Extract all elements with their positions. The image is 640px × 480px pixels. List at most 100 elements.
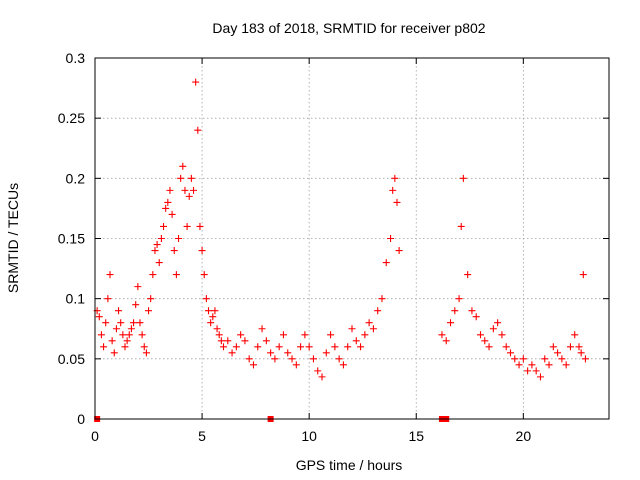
data-point <box>207 319 215 327</box>
data-point <box>575 343 583 351</box>
data-point <box>237 331 245 339</box>
x-tick-label: 15 <box>408 428 424 444</box>
data-point <box>374 307 382 315</box>
data-point <box>153 241 161 249</box>
data-point <box>279 331 287 339</box>
data-point <box>506 349 514 357</box>
data-point <box>571 331 579 339</box>
data-point <box>130 319 138 327</box>
data-point <box>395 247 403 255</box>
data-point <box>160 222 168 230</box>
data-point <box>241 337 249 345</box>
data-point <box>142 349 150 357</box>
y-axis-label: SRMTID / TECUs <box>5 183 21 293</box>
data-point <box>183 222 191 230</box>
data-point <box>369 325 377 333</box>
data-point <box>455 295 463 303</box>
x-tick-label: 5 <box>198 428 206 444</box>
x-axis-tick-labels: 0 5 10 15 20 <box>91 428 531 444</box>
data-point <box>110 349 118 357</box>
data-point <box>344 343 352 351</box>
y-tick-label: 0.05 <box>58 351 85 367</box>
data-point <box>177 174 185 182</box>
data-point <box>121 343 129 351</box>
data-point <box>519 355 527 363</box>
data-point <box>200 271 208 279</box>
data-point <box>172 271 180 279</box>
data-point <box>136 319 144 327</box>
data-point <box>134 283 142 291</box>
data-point <box>451 307 459 315</box>
data-point <box>318 373 326 381</box>
data-point <box>327 331 335 339</box>
data-point <box>125 331 133 339</box>
data-point <box>138 331 146 339</box>
data-point <box>314 367 322 375</box>
data-point <box>562 361 570 369</box>
data-point <box>352 337 360 345</box>
data-point <box>170 247 178 255</box>
data-point <box>202 295 210 303</box>
data-point <box>187 174 195 182</box>
data-point <box>215 331 223 339</box>
data-point <box>292 361 300 369</box>
data-point <box>288 355 296 363</box>
data-point <box>301 331 309 339</box>
y-tick-label: 0 <box>77 411 85 427</box>
data-point <box>106 271 114 279</box>
data-point <box>95 313 103 321</box>
data-point <box>104 295 112 303</box>
data-point <box>211 307 219 315</box>
data-point <box>498 331 506 339</box>
data-point <box>149 271 157 279</box>
data-point <box>168 210 176 218</box>
data-point <box>97 331 105 339</box>
data-point <box>119 331 127 339</box>
data-point <box>194 126 202 134</box>
data-point <box>164 198 172 206</box>
data-point <box>258 325 266 333</box>
data-point <box>305 343 313 351</box>
data-point <box>297 343 305 351</box>
data-point <box>181 186 189 194</box>
data-point <box>228 349 236 357</box>
data-point <box>464 271 472 279</box>
data-point <box>382 259 390 267</box>
data-point <box>393 198 401 206</box>
data-point <box>262 337 270 345</box>
x-tick-label: 0 <box>91 428 99 444</box>
data-point <box>267 349 275 357</box>
y-tick-label: 0.1 <box>66 291 86 307</box>
data-point <box>442 337 450 345</box>
data-point <box>378 295 386 303</box>
axis-ticks <box>94 57 609 420</box>
data-point <box>438 331 446 339</box>
data-point <box>140 343 148 351</box>
data-point <box>532 367 540 375</box>
y-tick-label: 0.2 <box>66 170 86 186</box>
chart-title: Day 183 of 2018, SRMTID for receiver p80… <box>212 20 485 36</box>
data-point <box>481 337 489 345</box>
data-point <box>123 337 131 345</box>
data-point <box>457 222 465 230</box>
data-point <box>254 343 262 351</box>
data-point <box>132 301 140 309</box>
data-point <box>213 325 221 333</box>
data-point <box>157 235 165 242</box>
data-point <box>115 307 123 315</box>
data-point <box>502 343 510 351</box>
data-point <box>145 307 153 315</box>
data-point <box>554 349 562 357</box>
data-point <box>117 319 125 327</box>
x-axis-label: GPS time / hours <box>296 457 403 473</box>
data-point <box>205 307 213 315</box>
data-point <box>190 186 198 194</box>
data-point <box>175 235 183 242</box>
data-point <box>224 337 232 345</box>
data-point <box>245 355 253 363</box>
data-point <box>545 361 553 369</box>
data-point <box>447 319 455 327</box>
data-point <box>147 295 155 303</box>
data-point <box>179 162 187 170</box>
